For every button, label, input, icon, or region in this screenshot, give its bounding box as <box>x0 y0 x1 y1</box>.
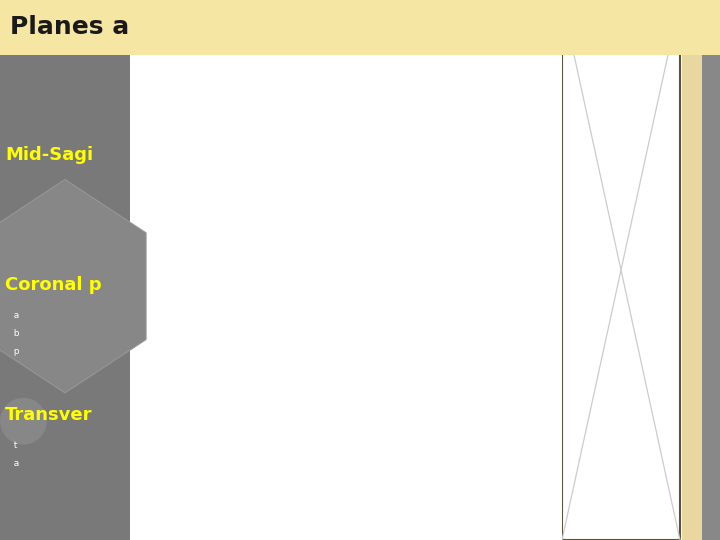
Text: p: p <box>8 347 19 355</box>
Text: Mid-Sagi: Mid-Sagi <box>5 146 93 164</box>
Bar <box>0 0 720 55</box>
Text: Coronal p: Coronal p <box>5 276 102 294</box>
Text: a: a <box>8 458 19 468</box>
Text: b: b <box>8 328 19 338</box>
Bar <box>130 55 562 540</box>
Bar <box>562 0 680 540</box>
Bar <box>702 0 720 540</box>
Text: Transver: Transver <box>5 406 92 424</box>
Text: t: t <box>8 441 17 449</box>
Polygon shape <box>0 179 146 393</box>
Bar <box>682 0 702 540</box>
Text: Planes a: Planes a <box>10 16 130 39</box>
Bar <box>0 55 130 540</box>
Text: a: a <box>8 310 19 320</box>
Circle shape <box>0 398 47 444</box>
